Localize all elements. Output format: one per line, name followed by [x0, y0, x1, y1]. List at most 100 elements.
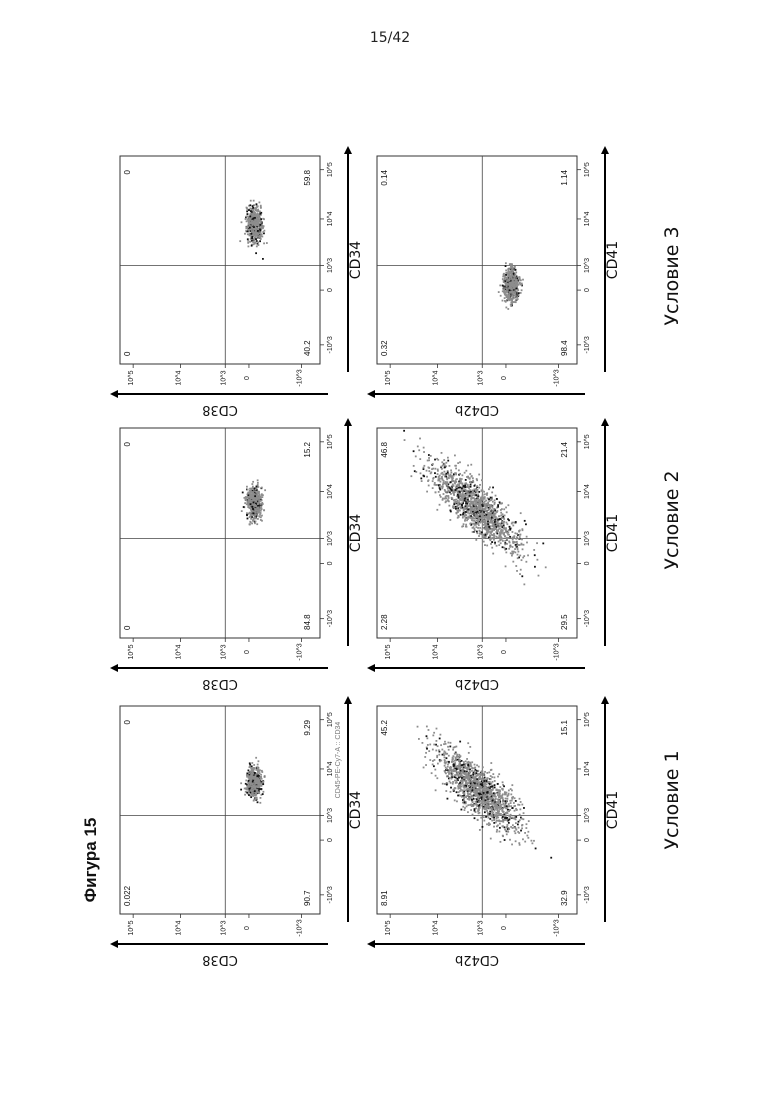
- event-point: [467, 517, 469, 519]
- event-point: [493, 539, 495, 541]
- y-tick-label: 10^5: [128, 920, 135, 935]
- event-point: [248, 784, 250, 786]
- event-point: [496, 518, 498, 520]
- plot-frame: [120, 156, 320, 364]
- event-point: [261, 788, 263, 790]
- event-point: [472, 477, 474, 479]
- event-point: [421, 480, 423, 482]
- event-point: [476, 485, 478, 487]
- event-point: [506, 811, 508, 813]
- event-point: [451, 761, 453, 763]
- event-point: [476, 491, 478, 493]
- event-point: [474, 500, 476, 502]
- event-point: [496, 511, 498, 513]
- event-point: [510, 805, 512, 807]
- event-point: [469, 523, 471, 525]
- event-point: [252, 486, 254, 488]
- event-point: [442, 484, 444, 486]
- event-point: [495, 528, 497, 530]
- event-point: [519, 536, 521, 538]
- event-point: [495, 536, 497, 538]
- event-point: [494, 542, 496, 544]
- event-point: [478, 499, 480, 501]
- event-point: [469, 515, 471, 517]
- event-point: [261, 493, 263, 495]
- x-tick-label: 10^5: [584, 712, 591, 727]
- event-point: [471, 770, 473, 772]
- event-point: [492, 553, 494, 555]
- event-point: [488, 822, 490, 824]
- event-point: [458, 777, 460, 779]
- event-point: [495, 821, 497, 823]
- event-point: [489, 522, 491, 524]
- event-point: [251, 236, 253, 238]
- event-point: [444, 756, 446, 758]
- event-point: [486, 798, 488, 800]
- event-point: [503, 524, 505, 526]
- event-point: [500, 806, 502, 808]
- event-point: [485, 493, 487, 495]
- event-point: [524, 841, 526, 843]
- event-point: [498, 814, 500, 816]
- event-point: [477, 780, 479, 782]
- event-point: [500, 813, 502, 815]
- event-point: [436, 755, 438, 757]
- event-point: [496, 831, 498, 833]
- event-point: [456, 501, 458, 503]
- event-point: [449, 488, 451, 490]
- event-point: [510, 552, 512, 554]
- event-point: [436, 777, 438, 779]
- y-tick-label: 10^4: [176, 370, 183, 385]
- event-point: [453, 768, 455, 770]
- event-point: [471, 519, 473, 521]
- event-point: [451, 778, 453, 780]
- event-point: [515, 818, 517, 820]
- event-point: [259, 229, 261, 231]
- event-point: [448, 500, 450, 502]
- event-point: [462, 490, 464, 492]
- event-point: [483, 820, 485, 822]
- event-point: [488, 794, 490, 796]
- event-point: [261, 487, 263, 489]
- event-point: [463, 780, 465, 782]
- event-point: [444, 750, 446, 752]
- y-tick-label: 10^5: [128, 370, 135, 385]
- event-point: [477, 489, 479, 491]
- event-point: [522, 824, 524, 826]
- event-point: [519, 808, 521, 810]
- x-axis-label: CD34: [348, 791, 364, 829]
- event-point: [461, 764, 463, 766]
- event-point: [459, 771, 461, 773]
- event-point: [513, 802, 515, 804]
- event-point: [506, 807, 508, 809]
- event-point: [468, 768, 470, 770]
- event-point: [467, 765, 469, 767]
- event-point: [464, 500, 466, 502]
- event-point: [508, 819, 510, 821]
- event-point: [490, 525, 492, 527]
- event-point: [512, 824, 514, 826]
- event-point: [498, 831, 500, 833]
- event-point: [425, 764, 427, 766]
- event-point: [499, 792, 501, 794]
- event-point: [491, 820, 493, 822]
- event-point: [479, 533, 481, 535]
- event-point: [250, 208, 252, 210]
- event-point: [468, 752, 470, 754]
- event-point: [456, 754, 458, 756]
- x-axis-label: CD34: [348, 241, 364, 279]
- event-point: [247, 493, 249, 495]
- event-point: [518, 538, 520, 540]
- event-point: [506, 833, 508, 835]
- event-point: [502, 799, 504, 801]
- event-point: [428, 729, 430, 731]
- event-point: [241, 510, 243, 512]
- event-point: [257, 775, 259, 777]
- event-point: [506, 522, 508, 524]
- event-point: [474, 530, 476, 532]
- event-point: [255, 757, 257, 759]
- event-point: [504, 829, 506, 831]
- event-point: [260, 503, 262, 505]
- event-point: [495, 798, 497, 800]
- event-point: [255, 779, 257, 781]
